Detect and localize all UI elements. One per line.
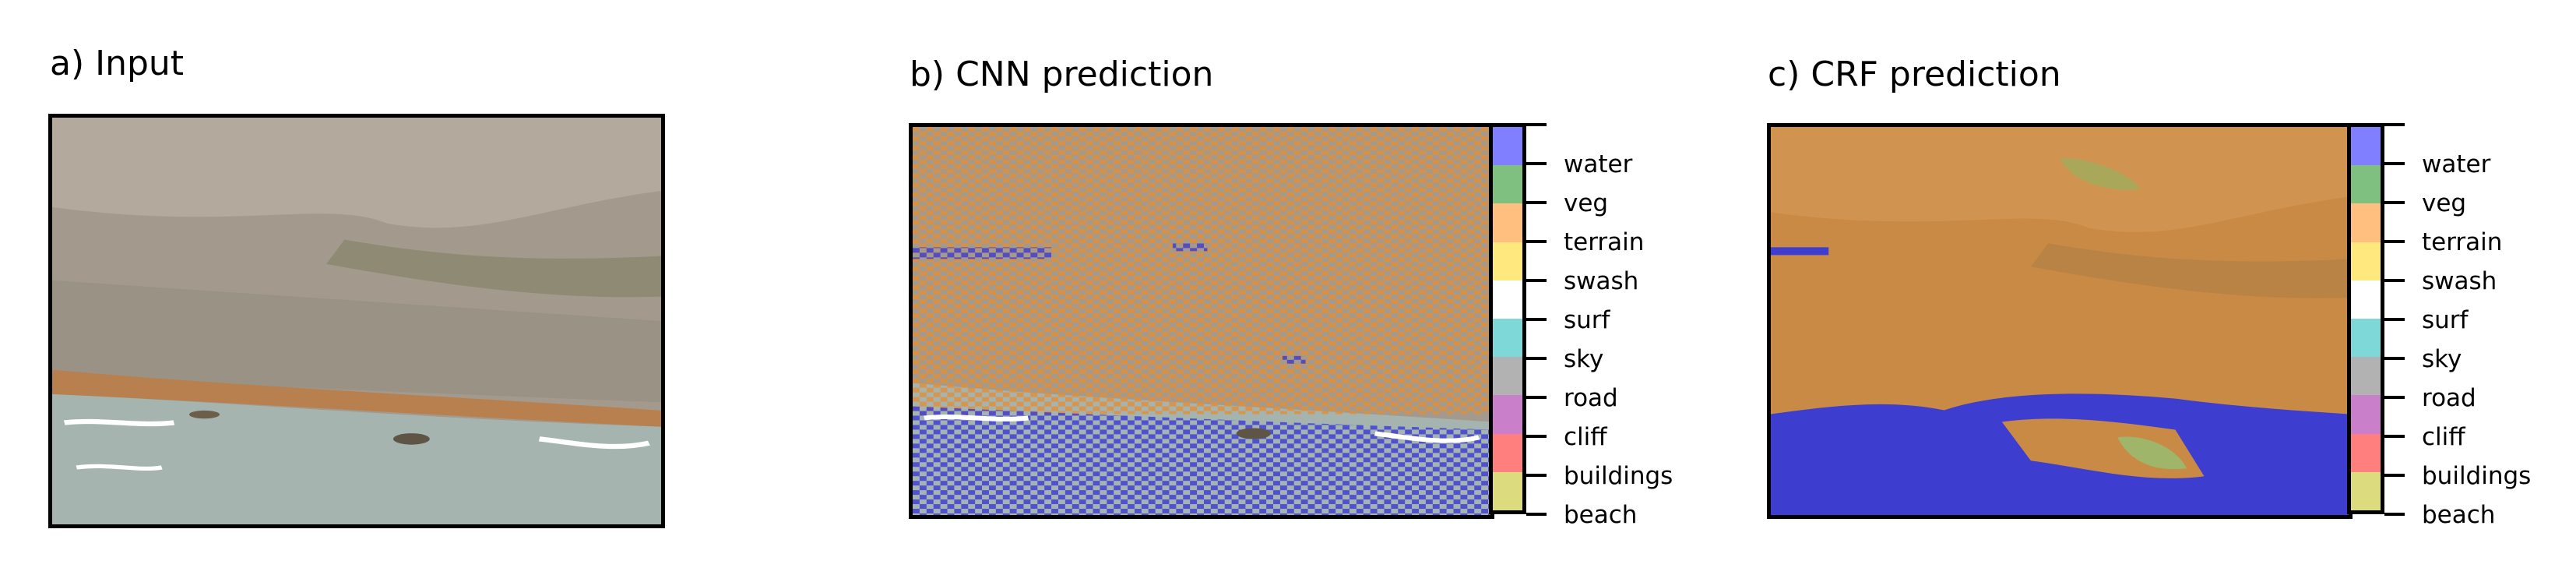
colorbar-cell	[2351, 165, 2381, 204]
colorbar-cell	[2351, 357, 2381, 396]
colorbar-label: buildings	[2422, 462, 2532, 490]
crf-prediction-image	[1767, 123, 2353, 519]
colorbar-cell	[2351, 433, 2381, 472]
colorbar-label: swash	[2422, 267, 2497, 295]
colorbar-tick	[2384, 279, 2405, 282]
colorbar-label: buildings	[1564, 462, 1673, 490]
colorbar-tick	[1526, 201, 1547, 204]
colorbar-cell	[2351, 395, 2381, 434]
colorbar-label: water	[2422, 150, 2491, 178]
colorbar-label: cliff	[2422, 423, 2465, 451]
colorbar-cell	[2351, 203, 2381, 242]
colorbar-cell	[1493, 280, 1522, 319]
colorbar-tick	[1526, 123, 1547, 126]
input-image	[48, 114, 665, 528]
cnn-prediction-image	[909, 123, 1494, 519]
colorbar-cell	[2351, 280, 2381, 319]
colorbar-tick	[2384, 318, 2405, 321]
colorbar-tick	[2384, 474, 2405, 477]
colorbar-tick	[1526, 474, 1547, 477]
colorbar-label: beach	[2422, 501, 2496, 529]
colorbar-tick	[2384, 513, 2405, 516]
colorbar-cell	[2351, 471, 2381, 510]
colorbar-tick	[1526, 435, 1547, 438]
colorbar-tick	[2384, 162, 2405, 165]
colorbar-label: sky	[2422, 345, 2462, 373]
colorbar-cell	[1493, 357, 1522, 396]
colorbar-tick	[2384, 123, 2405, 126]
colorbar-tick	[2384, 357, 2405, 360]
colorbar-cell	[2351, 242, 2381, 280]
colorbar-cell	[1493, 127, 1522, 166]
colorbar-label: water	[1564, 150, 1633, 178]
panel-c-title: c) CRF prediction	[1768, 55, 2061, 94]
colorbar-cell	[2351, 318, 2381, 358]
colorbar-label: surf	[1564, 306, 1610, 334]
colorbar-tick	[1526, 240, 1547, 243]
colorbar-label: surf	[2422, 306, 2469, 334]
colorbar-label: veg	[1564, 189, 1609, 217]
colorbar-cell	[1493, 471, 1522, 510]
colorbar-tick	[1526, 396, 1547, 399]
colorbar-label: road	[1564, 384, 1618, 412]
colorbar-tick	[1526, 162, 1547, 165]
colorbar-label: beach	[1564, 501, 1638, 529]
colorbar-cell	[1493, 165, 1522, 204]
colorbar-label: veg	[2422, 189, 2467, 217]
colorbar-tick	[1526, 513, 1547, 516]
colorbar-label: terrain	[1564, 228, 1645, 256]
colorbar-cell	[2351, 127, 2381, 166]
colorbar-tick	[2384, 396, 2405, 399]
colorbar-tick	[2384, 201, 2405, 204]
colorbar-tick	[1526, 357, 1547, 360]
colorbar-label: road	[2422, 384, 2476, 412]
colorbar-cell	[1493, 433, 1522, 472]
colorbar-cell	[1493, 395, 1522, 434]
panel-a-title: a) Input	[50, 44, 185, 83]
panel-b-title: b) CNN prediction	[910, 55, 1214, 94]
colorbar-cell	[1493, 318, 1522, 358]
colorbar-label: sky	[1564, 345, 1604, 373]
colorbar-label: swash	[1564, 267, 1639, 295]
cnn-colorbar	[1489, 123, 1526, 514]
colorbar-label: cliff	[1564, 423, 1607, 451]
colorbar-tick	[1526, 318, 1547, 321]
colorbar-cell	[1493, 242, 1522, 280]
colorbar-tick	[2384, 435, 2405, 438]
colorbar-tick	[1526, 279, 1547, 282]
colorbar-cell	[1493, 203, 1522, 242]
crf-colorbar	[2347, 123, 2384, 514]
colorbar-tick	[2384, 240, 2405, 243]
colorbar-label: terrain	[2422, 228, 2503, 256]
